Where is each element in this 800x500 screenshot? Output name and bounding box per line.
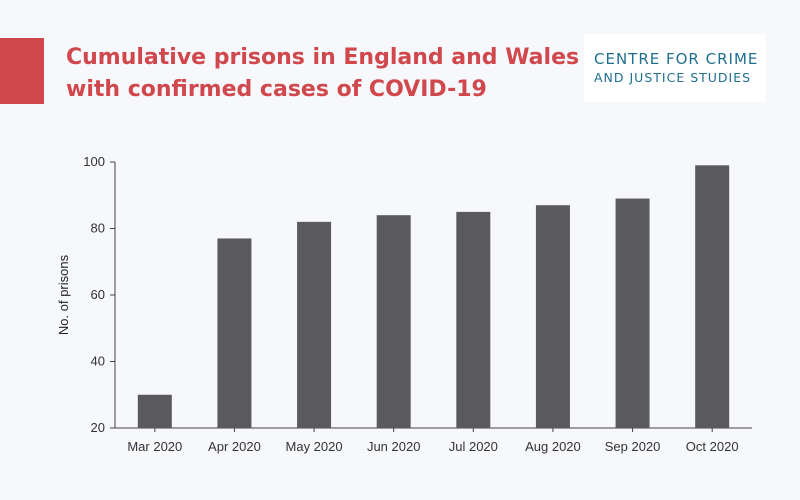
y-tick-label: 20 — [91, 420, 105, 435]
x-tick-label: Jun 2020 — [367, 439, 421, 454]
x-tick-label: Oct 2020 — [686, 439, 739, 454]
chart-title: Cumulative prisons in England and Wales … — [66, 42, 586, 106]
bar — [695, 165, 730, 428]
x-tick-label: Jul 2020 — [449, 439, 498, 454]
chart-title-line-1: Cumulative prisons in England and Wales — [66, 45, 580, 70]
x-tick-label: Sep 2020 — [605, 439, 661, 454]
bar — [297, 221, 332, 428]
bar — [456, 211, 491, 428]
x-tick-label: Apr 2020 — [208, 439, 261, 454]
y-tick-label: 40 — [91, 354, 105, 369]
x-tick-label: Aug 2020 — [525, 439, 581, 454]
y-tick-label: 80 — [91, 221, 105, 236]
y-tick-label: 60 — [91, 287, 105, 302]
y-axis-label: No. of prisons — [56, 254, 71, 335]
x-tick-label: Mar 2020 — [127, 439, 182, 454]
chart-title-line-2: with confirmed cases of COVID-19 — [66, 77, 487, 102]
bar — [535, 205, 570, 428]
x-tick-label: May 2020 — [286, 439, 343, 454]
logo-line-2: AND JUSTICE STUDIES — [594, 70, 752, 85]
bar — [376, 215, 411, 428]
y-tick-label: 100 — [83, 154, 105, 169]
bar — [137, 394, 172, 428]
logo-line-1: CENTRE FOR CRIME — [594, 50, 759, 68]
bar — [615, 198, 650, 428]
bar — [217, 238, 252, 428]
accent-block — [0, 38, 44, 104]
ccjs-logo: CENTRE FOR CRIME AND JUSTICE STUDIES — [584, 34, 766, 102]
